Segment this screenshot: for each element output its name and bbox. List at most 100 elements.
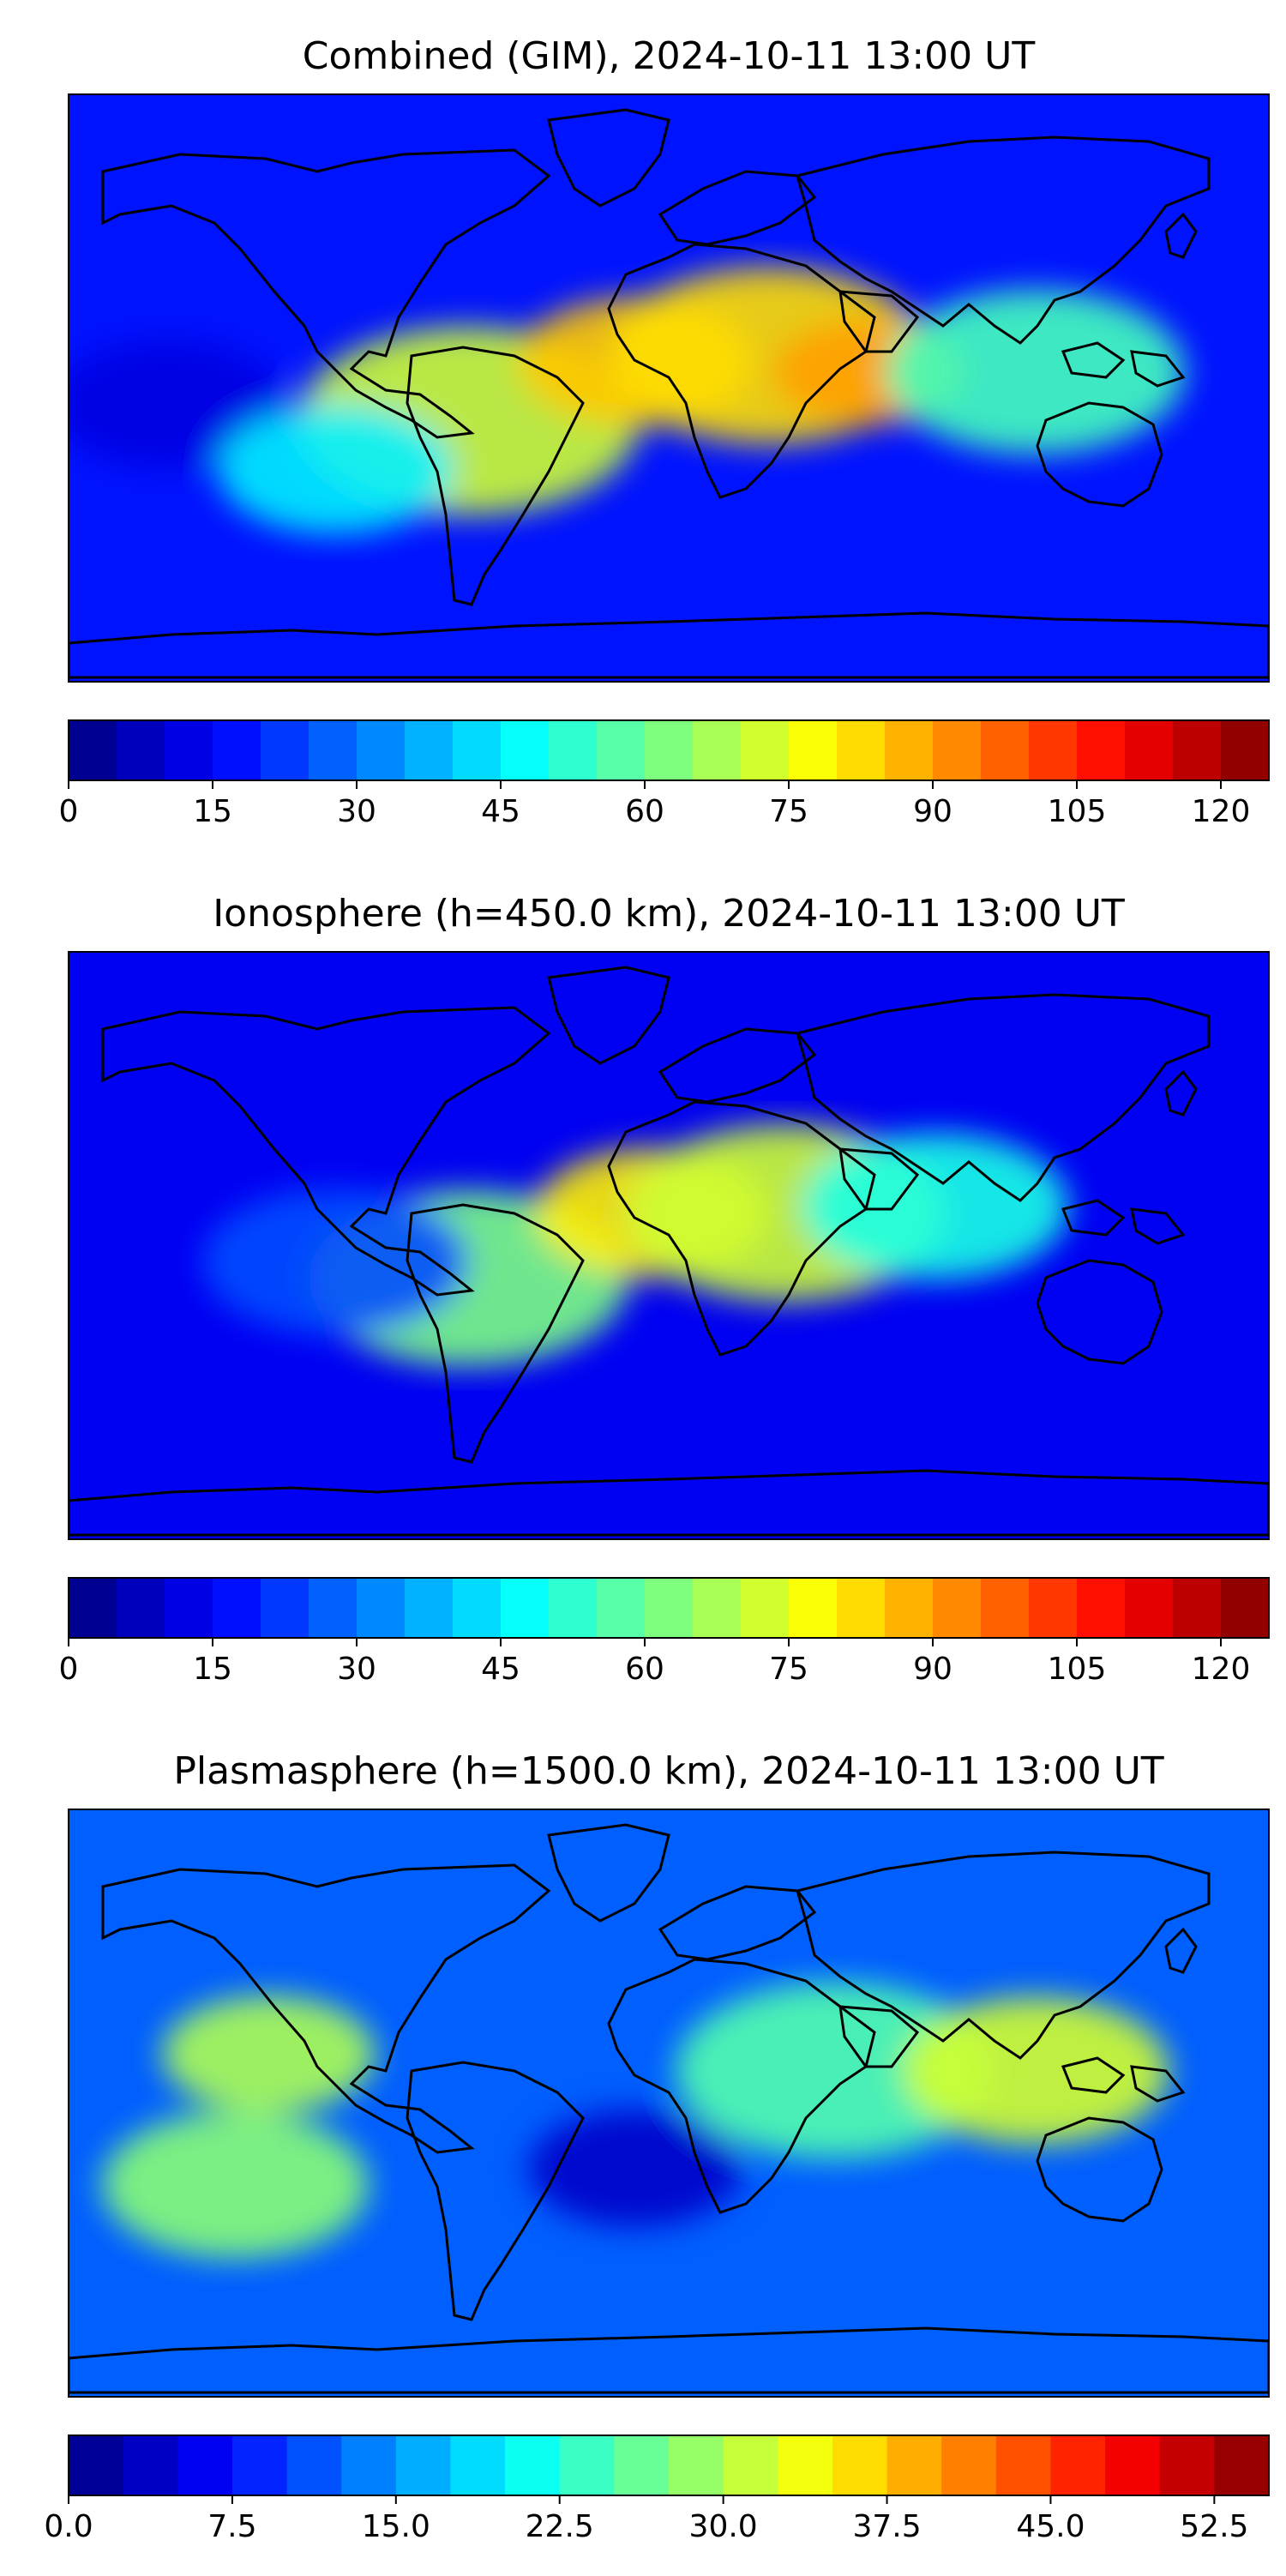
colorbar-bin xyxy=(309,1578,358,1638)
colorbar-bin xyxy=(213,720,261,780)
colorbar: 0 15 30 45 60 75 90 105 120 xyxy=(59,719,1270,829)
colorbar-bin xyxy=(261,1578,309,1638)
colorbar-tick-label: 7.5 xyxy=(207,2509,256,2544)
colorbar-tick-label: 52.5 xyxy=(1180,2509,1248,2544)
colorbar-bin xyxy=(1173,720,1222,780)
colorbar-bin xyxy=(549,1578,598,1638)
panel-title: Plasmasphere (h=1500.0 km), 2024-10-11 1… xyxy=(173,1749,1163,1793)
tec-feature-4 xyxy=(201,1188,469,1336)
colorbar-bin xyxy=(453,720,502,780)
colorbar-bin xyxy=(231,2435,288,2495)
colorbar-bin xyxy=(177,2435,233,2495)
tec-feature-6 xyxy=(218,405,453,534)
tec-feature-0 xyxy=(69,340,286,469)
colorbar-bin xyxy=(1050,2435,1106,2495)
colorbar-bin xyxy=(614,2435,670,2495)
colorbar: 0.0 7.5 15.0 22.5 30.0 37.5 45.0 52.5 xyxy=(44,2435,1270,2544)
colorbar-tick-label: 120 xyxy=(1192,1652,1251,1687)
colorbar-frame xyxy=(68,1577,1270,1639)
colorbar-tick-label: 0 xyxy=(59,794,79,829)
colorbar-bin xyxy=(1214,2435,1270,2495)
colorbar-bin xyxy=(357,720,406,780)
panel-1: Combined (GIM), 2024-10-11 13:00 UT 0 15 30… xyxy=(59,34,1270,829)
colorbar-bin xyxy=(559,2435,615,2495)
tec-feature-1 xyxy=(101,2111,369,2259)
colorbar-tick-label: 90 xyxy=(913,1652,952,1687)
colorbar-bin xyxy=(1125,720,1174,780)
colorbar-bin xyxy=(645,720,694,780)
colorbar-bin xyxy=(453,1578,502,1638)
colorbar-bin xyxy=(885,720,934,780)
colorbar: 0 15 30 45 60 75 90 105 120 xyxy=(59,1577,1270,1687)
colorbar-tick-label: 60 xyxy=(625,794,664,829)
tec-feature-3 xyxy=(902,1996,1169,2145)
map-area xyxy=(68,1809,1270,2398)
colorbar-tick-label: 45 xyxy=(481,794,520,829)
colorbar-bin xyxy=(741,720,790,780)
colorbar-bin xyxy=(789,1578,838,1638)
colorbar-bin xyxy=(450,2435,506,2495)
map-frame xyxy=(68,93,1270,683)
colorbar-tick-label: 30.0 xyxy=(689,2509,758,2544)
colorbar-bin xyxy=(885,1578,934,1638)
colorbar-tick-label: 120 xyxy=(1192,794,1251,829)
colorbar-bin xyxy=(597,720,646,780)
colorbar-frame xyxy=(68,2435,1270,2496)
colorbar-bin xyxy=(933,1578,982,1638)
colorbar-bin xyxy=(837,720,886,780)
colorbar-tick-label: 75 xyxy=(769,1652,808,1687)
map-frame xyxy=(68,951,1270,1540)
colorbar-tick-label: 105 xyxy=(1048,794,1107,829)
colorbar-bin xyxy=(693,720,742,780)
colorbar-tick-label: 37.5 xyxy=(852,2509,921,2544)
colorbar-bin xyxy=(981,1578,1030,1638)
colorbar-tick-label: 15 xyxy=(193,1652,232,1687)
colorbar-tick-label: 60 xyxy=(625,1652,664,1687)
colorbar-tick-label: 30 xyxy=(337,1652,376,1687)
colorbar-bin xyxy=(597,1578,646,1638)
panel-title: Ionosphere (h=450.0 km), 2024-10-11 13:0… xyxy=(213,892,1125,936)
colorbar-bin xyxy=(832,2435,888,2495)
colorbar-tick-label: 45 xyxy=(481,1652,520,1687)
colorbar-bin xyxy=(549,720,598,780)
colorbar-bin xyxy=(778,2435,833,2495)
colorbar-bin xyxy=(1221,720,1270,780)
colorbar-bin xyxy=(1125,1578,1174,1638)
colorbar-bin xyxy=(723,2435,778,2495)
tec-field xyxy=(69,267,1185,534)
colorbar-bin xyxy=(405,1578,454,1638)
colorbar-bin xyxy=(933,720,982,780)
colorbar-bin xyxy=(501,1578,550,1638)
colorbar-bin xyxy=(341,2435,397,2495)
colorbar-bin xyxy=(1159,2435,1215,2495)
colorbar-bin xyxy=(741,1578,790,1638)
colorbar-bin xyxy=(669,2435,724,2495)
tec-feature-2 xyxy=(675,1982,996,2159)
colorbar-bin xyxy=(1221,1578,1270,1638)
map-area xyxy=(68,93,1270,683)
colorbar-bin xyxy=(405,720,454,780)
colorbar-bin xyxy=(693,1578,742,1638)
colorbar-bin xyxy=(505,2435,561,2495)
map-area xyxy=(68,951,1270,1540)
colorbar-bin xyxy=(69,720,117,780)
colorbar-bin xyxy=(837,1578,886,1638)
colorbar-bin xyxy=(309,720,358,780)
colorbar-bin xyxy=(117,1578,165,1638)
colorbar-tick-label: 22.5 xyxy=(526,2509,594,2544)
colorbar-bin xyxy=(1173,1578,1222,1638)
colorbar-tick-label: 15.0 xyxy=(362,2509,430,2544)
colorbar-bin xyxy=(165,1578,213,1638)
colorbar-bin xyxy=(395,2435,452,2495)
colorbar-bin xyxy=(69,2435,124,2495)
colorbar-bin xyxy=(501,720,550,780)
colorbar-bin xyxy=(117,720,165,780)
colorbar-bin xyxy=(123,2435,178,2495)
colorbar-bin xyxy=(213,1578,261,1638)
colorbar-tick-label: 15 xyxy=(193,794,232,829)
colorbar-bin xyxy=(995,2435,1052,2495)
colorbar-tick-label: 0.0 xyxy=(44,2509,93,2544)
colorbar-frame xyxy=(68,719,1270,781)
colorbar-bin xyxy=(886,2435,942,2495)
